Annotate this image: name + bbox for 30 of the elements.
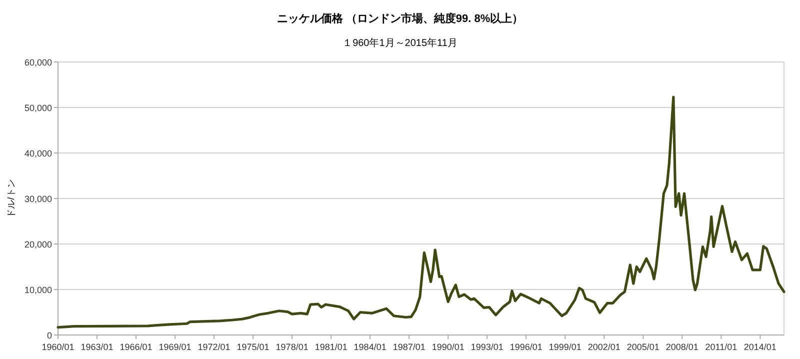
- y-tick-label: 30,000: [24, 194, 52, 204]
- x-tick-label: 1966/01: [120, 342, 152, 352]
- chart-subtitle: １960年1月～2015年11月: [342, 37, 458, 49]
- x-tick-label: 2014/01: [744, 342, 776, 352]
- x-tick-label: 2005/01: [626, 342, 660, 352]
- y-tick-label: 50,000: [24, 103, 52, 113]
- y-tick-label: 60,000: [24, 58, 52, 68]
- y-tick-label: 0: [46, 330, 52, 340]
- y-tick-label: 20,000: [24, 240, 52, 250]
- x-tick-label: 1981/01: [314, 342, 348, 352]
- chart-title: ニッケル価格 （ロンドン市場、純度99. 8%以上）: [276, 12, 524, 25]
- x-tick-label: 1987/01: [392, 342, 426, 352]
- y-axis-title: ドル/トン: [6, 179, 16, 218]
- x-tick-label: 1990/01: [432, 342, 464, 352]
- y-tick-label: 10,000: [24, 285, 52, 295]
- x-tick-label: 1984/01: [354, 342, 386, 352]
- x-tick-label: 2011/01: [705, 342, 738, 352]
- x-tick-label: 1960/01: [42, 342, 74, 352]
- x-tick-label: 1969/01: [158, 342, 192, 352]
- x-tick-label: 1993/01: [470, 342, 504, 352]
- x-tick-label: 1999/01: [548, 342, 582, 352]
- x-tick-label: 1972/01: [198, 342, 230, 352]
- x-tick-label: 1963/01: [80, 342, 114, 352]
- x-tick-label: 1975/01: [236, 342, 270, 352]
- y-tick-label: 40,000: [24, 148, 52, 158]
- x-tick-label: 1978/01: [276, 342, 308, 352]
- x-tick-label: 1996/01: [510, 342, 542, 352]
- line-series: [56, 96, 786, 329]
- x-tick-label: 2008/01: [666, 342, 698, 352]
- x-tick-label: 2002/01: [588, 342, 620, 352]
